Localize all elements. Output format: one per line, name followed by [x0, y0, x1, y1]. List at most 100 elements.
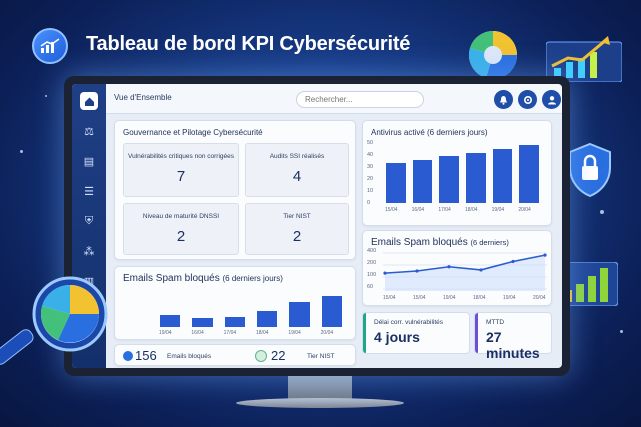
monitor-stand — [288, 376, 352, 400]
sparkle — [20, 150, 23, 153]
y-tick-label: 50 — [367, 140, 374, 146]
kpi-card-nist[interactable]: Tier NIST 2 — [245, 203, 349, 255]
spam-line-title: Emails Spam bloqués (6 derniers) — [371, 237, 509, 248]
x-tick-label: 16/04 — [411, 207, 425, 213]
kpi-card-maturity[interactable]: Niveau de maturité DNSSI 2 — [123, 203, 239, 255]
y-tick-label: 0 — [367, 200, 371, 206]
nist-label: Tier NIST — [307, 353, 335, 360]
magnifier-icon — [0, 276, 108, 365]
spam-line-title-text: Emails Spam bloqués — [371, 237, 468, 248]
bell-icon — [500, 95, 507, 105]
antivirus-chart-panel: Antivirus activé (6 derniers jours) 50 40… — [362, 120, 552, 226]
x-tick-label: 18/04 — [473, 295, 486, 301]
mail-icon — [123, 351, 133, 361]
user-button[interactable] — [542, 90, 561, 109]
x-tick-label: 15/04 — [383, 295, 396, 301]
x-tick-label: 19/04 — [503, 295, 516, 301]
sparkle — [45, 95, 47, 97]
shield-lock-icon — [569, 142, 611, 198]
spam-line-point — [479, 268, 483, 272]
antivirus-bar — [439, 156, 459, 203]
x-tick-label: 17/04 — [438, 207, 451, 213]
database-icon[interactable]: ☰ — [84, 185, 94, 198]
nist-value: 22 — [271, 348, 286, 363]
network-icon[interactable]: ⁂ — [83, 245, 95, 258]
spam-line-point — [383, 271, 387, 275]
kpi-card-audits[interactable]: Audits SSI réalisés 4 — [245, 143, 349, 197]
antivirus-bar — [492, 149, 513, 203]
notification-button[interactable] — [494, 90, 513, 109]
growth-chart-icon — [546, 36, 622, 82]
x-tick-label: 16/04 — [191, 330, 204, 336]
x-tick-label: 18/04 — [256, 330, 269, 336]
x-tick-label: 15/04 — [413, 295, 426, 301]
user-icon — [547, 95, 556, 104]
home-icon[interactable] — [80, 92, 98, 110]
spam-line-point — [447, 265, 451, 269]
y-tick-label: 20 — [367, 176, 374, 182]
sparkle — [620, 330, 623, 333]
governance-panel: Gouvernance et Pilotage Cybersécurité Vu… — [114, 120, 356, 260]
antivirus-bar — [519, 145, 539, 203]
antivirus-bar — [466, 152, 486, 203]
stat-value: 27 minutes — [486, 329, 540, 361]
gear-icon — [523, 95, 532, 104]
spam-line-subtitle: (6 derniers) — [470, 238, 509, 247]
accent-bar — [363, 313, 366, 353]
spam-bar — [321, 296, 342, 327]
settings-button[interactable] — [518, 90, 537, 109]
y-tick-label: 40 — [367, 152, 374, 158]
spam-line-point — [511, 259, 515, 264]
antivirus-bar — [412, 159, 433, 203]
x-tick-label: 18/04 — [465, 207, 478, 213]
blocked-value: 156 — [135, 348, 157, 363]
antivirus-bar — [386, 163, 406, 203]
check-shield-icon — [255, 350, 267, 362]
app-logo-icon — [32, 28, 68, 64]
spam-line-panel: Emails Spam bloqués (6 derniers) 400 200 1… — [362, 230, 552, 306]
shield-icon[interactable]: ⛨ — [84, 214, 94, 227]
stat-label: Délai corr. vulnérabilités — [374, 319, 444, 326]
chart-icon[interactable]: ▥ — [83, 275, 95, 288]
spam-bar — [289, 302, 310, 327]
kpi-value: 4 — [292, 168, 302, 185]
y-tick-label: 100 — [367, 272, 377, 278]
spam-bar — [160, 314, 181, 327]
kpi-value: 2 — [176, 228, 186, 245]
document-icon[interactable]: ▤ — [83, 155, 95, 168]
stat-card-mttd[interactable]: MTTD 27 minutes — [474, 312, 552, 361]
spam-bar — [257, 310, 278, 327]
y-tick-label: 200 — [367, 260, 377, 266]
scale-icon[interactable]: ⚖ — [84, 125, 94, 138]
pie-chart-icon — [468, 30, 518, 80]
x-tick-label: 19/04 — [491, 207, 505, 213]
antivirus-title: Antivirus activé (6 derniers jours) — [371, 128, 488, 137]
search-input[interactable] — [296, 91, 424, 108]
x-tick-label: 20/04 — [320, 330, 334, 336]
spam-line-chart — [383, 252, 547, 291]
spam-line-point — [415, 269, 419, 273]
y-tick-label: 30 — [367, 164, 374, 170]
spam-bar-panel: Emails Spam bloqués (6 derniers jours) 1… — [114, 266, 356, 340]
stat-label: MTTD — [486, 319, 505, 326]
x-tick-label: 19/04 — [443, 295, 456, 301]
dashboard-screen: ⚖ ▤ ☰ ⛨ ⁂ ▥ Vue d'Ensemble Gouvernance e… — [72, 84, 562, 368]
governance-title: Gouvernance et Pilotage Cybersécurité — [123, 128, 263, 137]
summary-strip: 156 Emails bloqués 22 Tier NIST — [114, 344, 356, 366]
sparkle — [600, 210, 604, 214]
stat-card-remediation[interactable]: Délai corr. vulnérabilités 4 jours — [362, 312, 470, 354]
x-tick-label: 19/04 — [288, 330, 301, 336]
x-tick-label: 15/04 — [385, 207, 398, 213]
spam-bar — [224, 316, 245, 327]
kpi-value: 2 — [292, 228, 302, 245]
x-tick-label: 19/04 — [159, 330, 172, 336]
y-tick-label: 400 — [367, 248, 377, 254]
kpi-label: Tier NIST — [283, 213, 311, 220]
x-tick-label: 17/04 — [223, 330, 237, 336]
kpi-card-vulnerabilities[interactable]: Vulnérabilités critiques non corrigées 7 — [123, 143, 239, 197]
kpi-value: 7 — [176, 168, 186, 185]
spam-bar — [192, 317, 213, 327]
monitor-base — [236, 398, 404, 408]
y-tick-label: 60 — [367, 284, 374, 290]
spam-bar-title: Emails Spam bloqués (6 derniers jours) — [123, 273, 283, 284]
